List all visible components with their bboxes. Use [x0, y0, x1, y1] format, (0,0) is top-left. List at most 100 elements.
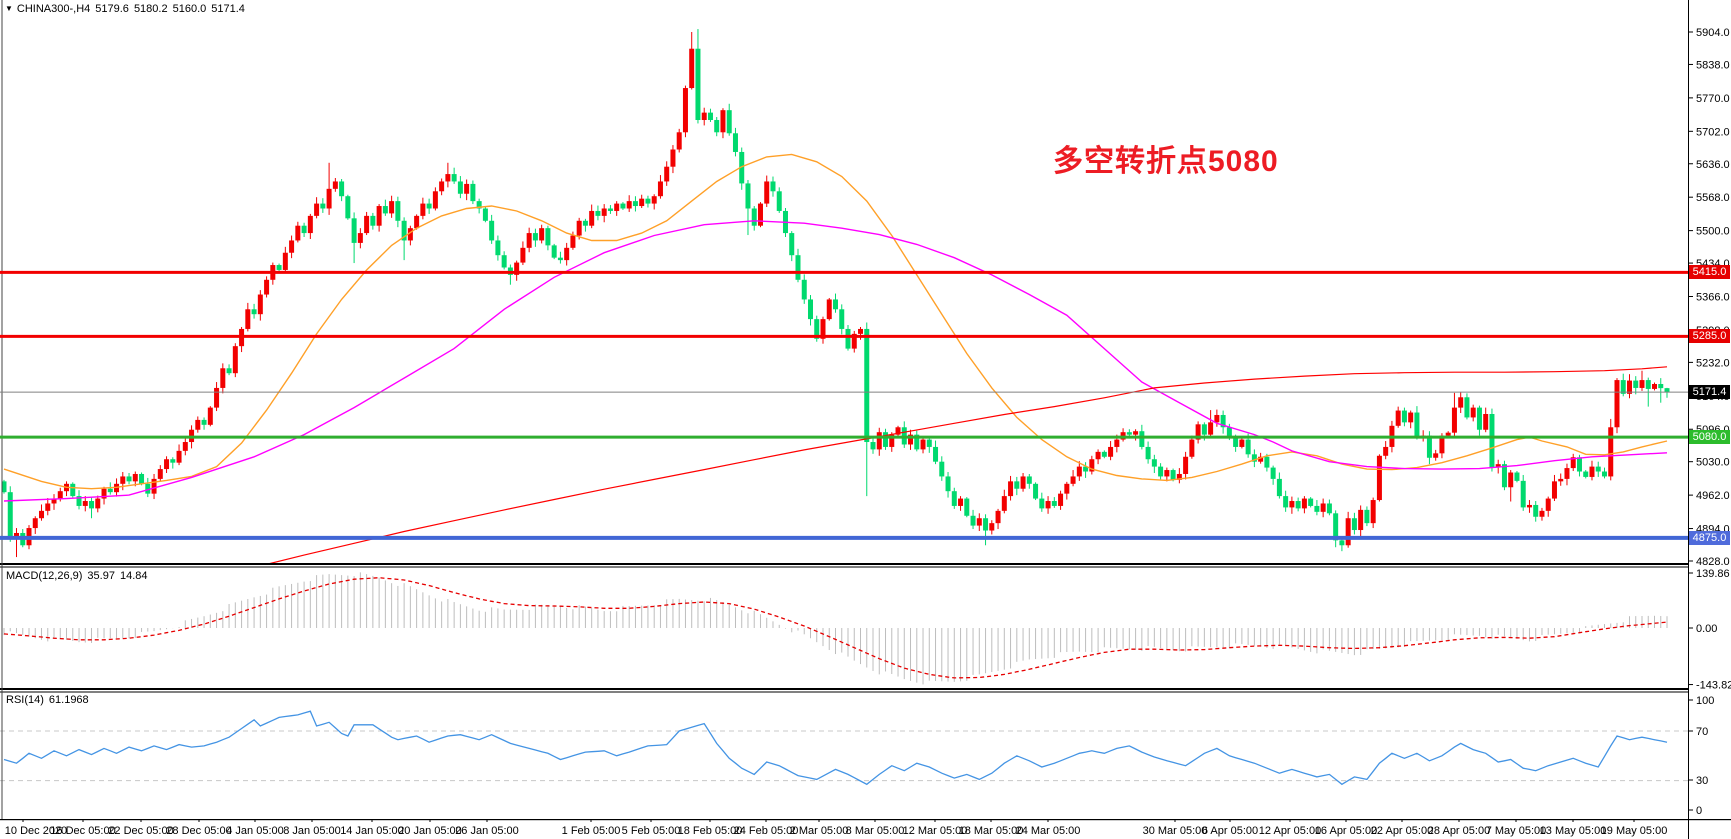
date-axis-label: 24 Feb 05:00	[734, 825, 799, 837]
candle	[1570, 457, 1576, 469]
date-axis-label: 28 Dec 05:00	[166, 825, 231, 837]
date-axis-label: 20 Jan 05:00	[398, 825, 462, 837]
candle	[958, 498, 964, 506]
candle	[776, 191, 782, 211]
candle	[1595, 466, 1601, 472]
candle	[1614, 380, 1620, 428]
candle	[858, 328, 864, 334]
rsi-axis-label: 70	[1696, 726, 1708, 738]
candle	[1464, 397, 1470, 418]
candle	[1489, 414, 1495, 468]
candle	[826, 299, 832, 320]
rsi-line	[3, 710, 1668, 786]
candle	[1189, 439, 1195, 457]
candle	[157, 469, 163, 479]
date-axis-label: 18 Feb 05:00	[678, 825, 743, 837]
rsi-axis-label: 100	[1696, 695, 1714, 707]
candle	[1226, 427, 1232, 438]
candle	[482, 208, 488, 221]
rsi-panel[interactable]	[0, 710, 1688, 786]
candle	[707, 112, 713, 121]
candle	[701, 112, 707, 121]
candle	[501, 255, 507, 268]
candle	[757, 203, 763, 226]
candle	[220, 368, 226, 388]
candle	[1201, 424, 1207, 435]
candle	[1514, 472, 1520, 481]
candle	[551, 245, 557, 258]
candle	[1526, 504, 1532, 508]
date-axis-label: 16 Apr 05:00	[1315, 825, 1377, 837]
candle	[601, 208, 607, 216]
candle	[1545, 498, 1551, 511]
candle	[1051, 501, 1057, 506]
candle	[1501, 464, 1507, 488]
candle	[332, 181, 338, 189]
candle	[1308, 498, 1314, 506]
macd-panel[interactable]	[3, 572, 1668, 685]
candle	[1408, 412, 1414, 423]
date-axis-label: 18 Mar 05:00	[959, 825, 1024, 837]
candle	[1183, 456, 1189, 474]
candle	[1045, 501, 1051, 509]
candle	[445, 174, 451, 182]
candle	[989, 523, 995, 531]
candle	[1239, 439, 1245, 447]
candle	[1433, 453, 1439, 458]
candle	[151, 478, 157, 494]
candle	[1158, 466, 1164, 477]
candle	[1620, 380, 1626, 394]
candle	[1058, 493, 1064, 506]
candle	[532, 233, 538, 241]
date-axis-label: 4 Jan 05:00	[226, 825, 284, 837]
candle	[1364, 509, 1370, 524]
macd-axis-label: -143.82	[1696, 680, 1731, 692]
candle	[1351, 518, 1357, 531]
date-axis-label: 12 Mar 05:00	[903, 825, 968, 837]
candle	[339, 181, 345, 197]
candle	[726, 110, 732, 134]
candle	[620, 203, 626, 209]
candle	[526, 233, 532, 248]
candle	[764, 181, 770, 204]
candle	[1551, 481, 1557, 499]
candle	[1476, 407, 1482, 430]
candle	[101, 488, 107, 499]
price-axis-label: 5770.0	[1696, 93, 1730, 105]
candle	[1576, 457, 1582, 472]
candle	[351, 218, 357, 243]
candle	[1333, 513, 1339, 541]
candle	[1608, 427, 1614, 477]
candle	[464, 183, 470, 194]
macd-axis-label: 139.86	[1696, 568, 1730, 580]
collapse-ohlc-icon[interactable]: ▼	[5, 4, 13, 13]
candle	[995, 510, 1001, 524]
date-axis-label: 30 Mar 05:00	[1143, 825, 1208, 837]
candle	[814, 319, 820, 339]
candle	[495, 240, 501, 256]
main-price-panel[interactable]	[1, 29, 1670, 567]
candle	[170, 459, 176, 463]
price-axis-label: 5030.0	[1696, 457, 1730, 469]
date-axis-label: 28 Apr 05:00	[1428, 825, 1490, 837]
candle	[920, 439, 926, 450]
candle	[1445, 432, 1451, 436]
candle	[389, 201, 395, 214]
candle	[1401, 410, 1407, 423]
candle	[1008, 481, 1014, 497]
candle	[32, 518, 38, 529]
date-axis-label: 5 Feb 05:00	[622, 825, 681, 837]
candle	[1326, 503, 1332, 514]
candle	[182, 442, 188, 451]
candle	[1208, 422, 1214, 435]
price-axis-label: 4962.0	[1696, 490, 1730, 502]
date-axis-label: 10 Dec 2020	[5, 825, 67, 837]
candle	[1470, 407, 1476, 418]
candle	[1633, 380, 1639, 388]
candle	[107, 488, 113, 493]
candle	[789, 233, 795, 256]
candle	[357, 233, 363, 243]
candle	[695, 48, 701, 121]
candle	[95, 498, 101, 509]
